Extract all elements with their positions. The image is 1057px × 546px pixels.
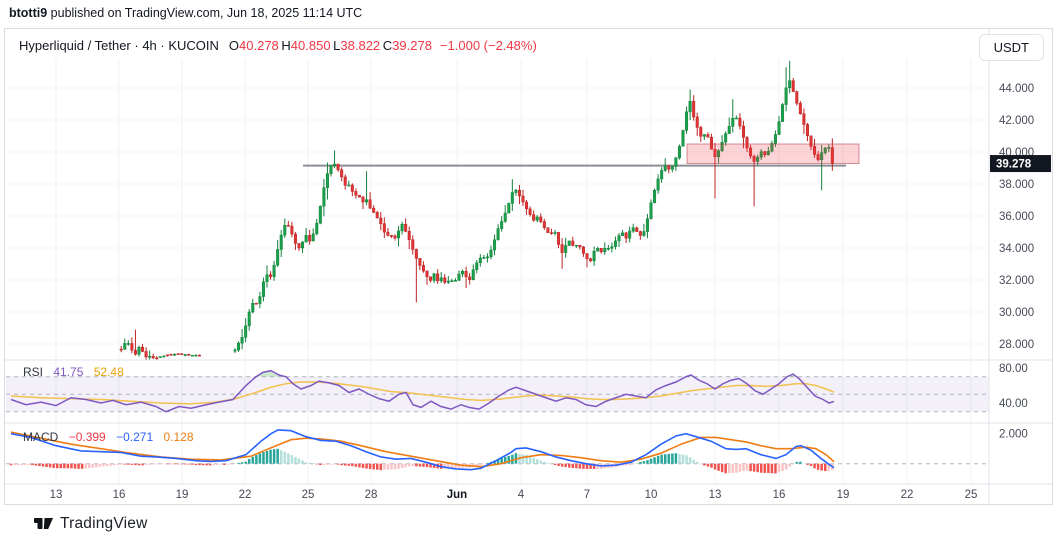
- time-axis[interactable]: 13 16 19 22 25 28 Jun 4 7 10 13 16 19 22 25: [50, 489, 978, 501]
- rsi-legend[interactable]: RSI 41.75 52.48: [23, 365, 131, 379]
- macd-legend[interactable]: MACD −0.399 −0.271 0.128: [23, 430, 201, 444]
- macd-line-value: −0.271: [116, 430, 154, 444]
- chart-canvas[interactable]: 44.00042.00040.00038.00036.00034.00032.0…: [5, 29, 1052, 504]
- svg-text:30.000: 30.000: [999, 307, 1034, 319]
- low-label: L: [333, 38, 341, 53]
- rsi-ma-value: 52.48: [93, 365, 124, 379]
- svg-text:Jun: Jun: [447, 489, 467, 501]
- attribution-username: btotti9: [9, 6, 48, 20]
- svg-text:13: 13: [709, 489, 722, 501]
- svg-text:19: 19: [837, 489, 850, 501]
- svg-text:28: 28: [365, 489, 378, 501]
- svg-text:32.000: 32.000: [999, 275, 1034, 287]
- tradingview-logo[interactable]: TradingView: [34, 514, 148, 533]
- macd-plot[interactable]: [9, 429, 835, 474]
- candlesticks[interactable]: [119, 60, 834, 363]
- macd-hist-value: −0.399: [68, 430, 106, 444]
- high-label: H: [281, 38, 291, 53]
- change-value: −1.000 (−2.48%): [439, 38, 537, 53]
- rsi-plot[interactable]: [10, 369, 835, 413]
- svg-text:25: 25: [965, 489, 978, 501]
- close-label: C: [382, 38, 393, 53]
- close-value: 39.278: [392, 38, 432, 53]
- chart-card: Hyperliquid / Tether · 4h · KUCOIN O40.27…: [4, 28, 1053, 505]
- svg-text:39.278: 39.278: [996, 159, 1032, 171]
- tradingview-logo-text: TradingView: [60, 514, 148, 532]
- chart-legend[interactable]: Hyperliquid / Tether · 4h · KUCOIN O40.27…: [19, 38, 537, 53]
- svg-text:80.00: 80.00: [999, 363, 1028, 375]
- svg-text:16: 16: [773, 489, 786, 501]
- svg-text:19: 19: [176, 489, 189, 501]
- price-axis[interactable]: 44.00042.00040.00038.00036.00034.00032.0…: [999, 83, 1034, 441]
- symbol-title[interactable]: Hyperliquid / Tether · 4h · KUCOIN: [19, 38, 219, 53]
- svg-text:25: 25: [302, 489, 315, 501]
- svg-text:36.000: 36.000: [999, 211, 1034, 223]
- rsi-value: 41.75: [53, 365, 84, 379]
- svg-text:42.000: 42.000: [999, 115, 1034, 127]
- svg-text:7: 7: [584, 489, 590, 501]
- rsi-label: RSI: [23, 365, 44, 379]
- attribution-line: btotti9 published on TradingView.com, Ju…: [9, 6, 362, 20]
- open-label: O: [228, 38, 240, 53]
- gridlines: [6, 59, 989, 484]
- svg-text:4: 4: [518, 489, 525, 501]
- svg-text:44.000: 44.000: [999, 83, 1034, 95]
- open-value: 40.278: [239, 38, 279, 53]
- svg-text:40.00: 40.00: [999, 398, 1028, 410]
- macd-signal-value: 0.128: [163, 430, 194, 444]
- svg-text:22: 22: [901, 489, 914, 501]
- tradingview-logo-icon: [34, 518, 53, 529]
- svg-text:13: 13: [50, 489, 63, 501]
- svg-text:38.000: 38.000: [999, 179, 1034, 191]
- last-price-badge[interactable]: 39.278: [990, 155, 1051, 173]
- macd-label: MACD: [23, 430, 59, 444]
- low-value: 38.822: [340, 38, 381, 53]
- high-value: 40.850: [290, 38, 331, 53]
- svg-text:2.000: 2.000: [999, 429, 1028, 441]
- supply-zone-box[interactable]: [686, 143, 860, 165]
- svg-text:16: 16: [113, 489, 126, 501]
- currency-unit-button[interactable]: USDT: [978, 34, 1044, 61]
- svg-text:22: 22: [239, 489, 252, 501]
- attribution-text: published on TradingView.com, Jun 18, 20…: [47, 6, 363, 20]
- panel-borders: [5, 29, 1052, 504]
- svg-text:34.000: 34.000: [999, 243, 1034, 255]
- svg-text:28.000: 28.000: [999, 339, 1034, 351]
- svg-text:10: 10: [645, 489, 658, 501]
